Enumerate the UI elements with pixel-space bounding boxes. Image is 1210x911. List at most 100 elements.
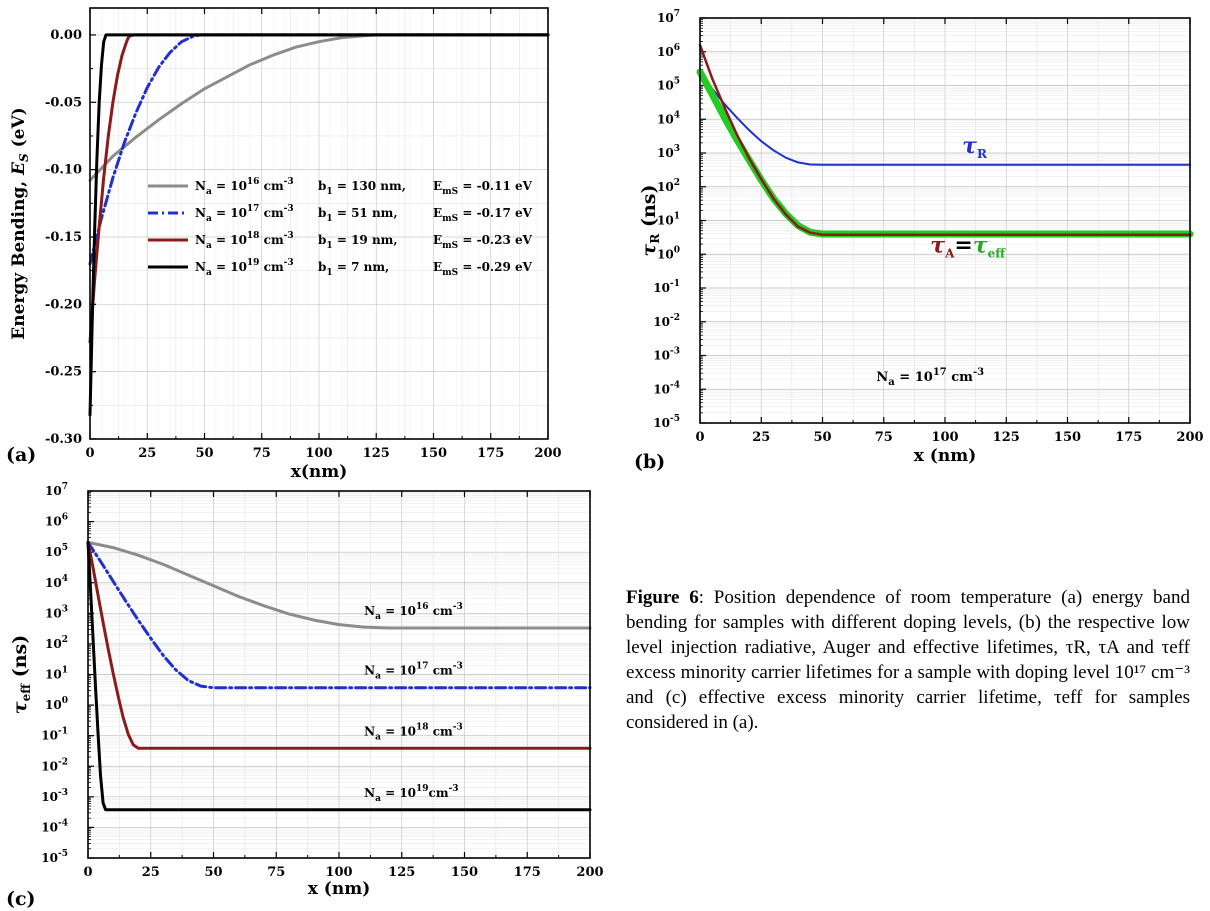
panel-a-legend-b-symbol: b [318,206,326,220]
panel-a-legend-na-label: Na = 1018 cm-3 [195,231,294,251]
panel-a-legend-b-subscript: 1 [326,241,332,251]
panel-a-legend-na-label: Na = 1019 cm-3 [195,258,294,278]
panel-a-legend-e-label: EmS = -0.23 eV [433,233,533,251]
panel-a-xtick-label: 25 [138,446,156,461]
panel-c-ytick-base: 10 [41,729,58,743]
panel-b-xtick-label: 125 [993,430,1020,445]
panel-b-ytick-base: 10 [657,11,674,25]
panel-a-legend-e-subscript: mS [442,187,458,197]
panel-b-tauEff-symbol: τ [973,233,988,259]
panel-c-ytick-label: 10-2 [41,757,68,773]
panel-c-ytick-exponent: -2 [58,757,68,767]
panel-a-legend-e-label: EmS = -0.11 eV [433,179,533,197]
panel-b-xtick-label: 150 [1054,430,1081,445]
panel-c-ytick-label: 10-1 [41,727,68,743]
panel-c-xlabel: x (nm) [308,879,371,899]
panel-c-ytick-exponent: 5 [62,543,68,553]
panel-c-curve-na-equals: = 10 [381,725,416,739]
panel-a-legend-na-unit-exponent: -3 [284,177,294,187]
panel-b-series-line [698,43,1192,236]
panel-b-tauA-subscript: A [944,247,955,261]
panel-c-curve-na-exponent: 17 [416,662,429,672]
panel-c-curve-na-label: Na = 1018 cm-3 [364,723,463,743]
panel-c-chart: 10710610510410310210110010-110-210-310-4… [6,482,604,910]
panel-c-curve-na-subscript: a [375,794,381,804]
panel-c-ytick-exponent: -5 [58,849,68,859]
panel-b-xtick-label: 100 [931,430,958,445]
panel-a-legend-b-symbol: b [318,260,326,274]
panel-a-legend-e-value: = -0.23 eV [458,233,532,247]
panel-a-ytick-label: -0.20 [45,297,82,312]
panel-b-annotation-na-exponent: 17 [933,367,947,378]
panel-b-xtick-label: 50 [813,430,831,445]
panel-a-legend-na-subscript: a [206,214,212,224]
panel-a-legend-na-symbol: N [195,260,206,274]
panel-b-ytick-label: 105 [657,77,680,93]
panel-c-ytick-exponent: 2 [62,635,68,645]
panel-c-curve-na-unit: cm [429,786,449,800]
panel-b-ytick-exponent: -1 [670,279,680,289]
panel-a-legend-e-value: = -0.29 eV [458,260,532,274]
panel-a-legend-e-symbol: E [433,233,442,247]
panel-a-legend-na-equals: = 10 [212,179,247,193]
panel-a-legend-na-unit-exponent: -3 [284,204,294,214]
panel-c-ytick-exponent: -4 [58,818,68,828]
panel-b-ylabel-symbol: τ [638,243,660,256]
panel-c-ytick-base: 10 [45,576,62,590]
panel-b-annotation-na-label: Na = 1017 cm-3 [876,367,984,388]
panel-c-ytick-exponent: 1 [62,666,68,676]
panel-a-xtick-label: 100 [305,446,332,461]
panel-c-curve-na-symbol: N [364,664,375,678]
panel-a-legend-na-exponent: 18 [247,231,260,241]
panel-c-curve-na-exponent: 18 [416,723,429,733]
panel-a-legend-na-equals: = 10 [212,233,247,247]
panel-c-ytick-exponent: 3 [62,604,68,614]
panel-a-legend-na-unit: cm [259,179,283,193]
panel-c-ylabel-unit: (ns) [9,635,31,684]
panel-a-legend-na-unit-exponent: -3 [284,231,294,241]
panel-a-legend-na-label: Na = 1016 cm-3 [195,177,294,197]
panel-b-ytick-base: 10 [653,349,670,363]
panel-b-ytick-label: 100 [657,245,680,261]
panel-b-ytick-base: 10 [657,180,674,194]
panel-b-xtick-label: 0 [695,430,704,445]
panel-c-series-line [86,540,592,750]
panel-a-ytick-label: -0.15 [45,230,82,245]
panel-c-curve-na-unit: cm [429,725,453,739]
panel-b-ytick-exponent: 7 [674,9,680,19]
panel-a-ytick-label: -0.30 [45,432,82,447]
panel-a-ylabel-main: Energy Bending, [9,175,29,340]
panel-a-legend-na-subscript: a [206,241,212,251]
panel-c-curve-na-unit-exponent: -3 [453,662,463,672]
panel-b-ytick-label: 104 [657,110,680,126]
panel-b-ytick-base: 10 [653,281,670,295]
panel-c-curve-na-label: Na = 1016 cm-3 [364,602,463,622]
panel-c-ytick-base: 10 [41,820,58,834]
panel-b-ytick-label: 107 [657,9,680,25]
panel-a-legend-na-equals: = 10 [212,260,247,274]
panel-b-ytick-label: 101 [657,212,680,228]
panel-b-ytick-label: 10-2 [653,313,680,329]
panel-a-ytick-label: -0.05 [45,95,82,110]
panel-c-ytick-label: 100 [45,696,68,712]
panel-b-ytick-base: 10 [657,214,674,228]
panel-b-xlabel: x (nm) [914,446,977,466]
panel-b-annotation-na-unit-exponent: -3 [973,367,984,378]
panel-b-ytick-exponent: 2 [674,178,680,188]
panel-b-ytick-exponent: 6 [674,43,680,53]
panel-c-xtick-label: 25 [142,865,160,880]
panel-c-ytick-base: 10 [41,851,58,865]
panel-b-annotation-na-subscript: a [888,377,895,388]
panel-b-tauR-symbol: τ [962,133,977,159]
panel-a-ylabel-subscript: S [17,153,31,162]
caption-text: : Position dependence of room temperatur… [626,587,1190,733]
panel-b-ytick-base: 10 [657,146,674,160]
panel-c-ytick-label: 10-3 [41,788,68,804]
figure-caption: Figure 6: Position dependence of room te… [626,585,1190,735]
panel-c-ytick-base: 10 [45,698,62,712]
panel-c-ytick-base: 10 [45,515,62,529]
panel-a-plot-border [89,7,549,440]
panel-b-tauR-annotation: τR [962,133,988,161]
panel-b-xtick-label: 200 [1176,430,1203,445]
panel-a-xtick-label: 50 [195,446,213,461]
